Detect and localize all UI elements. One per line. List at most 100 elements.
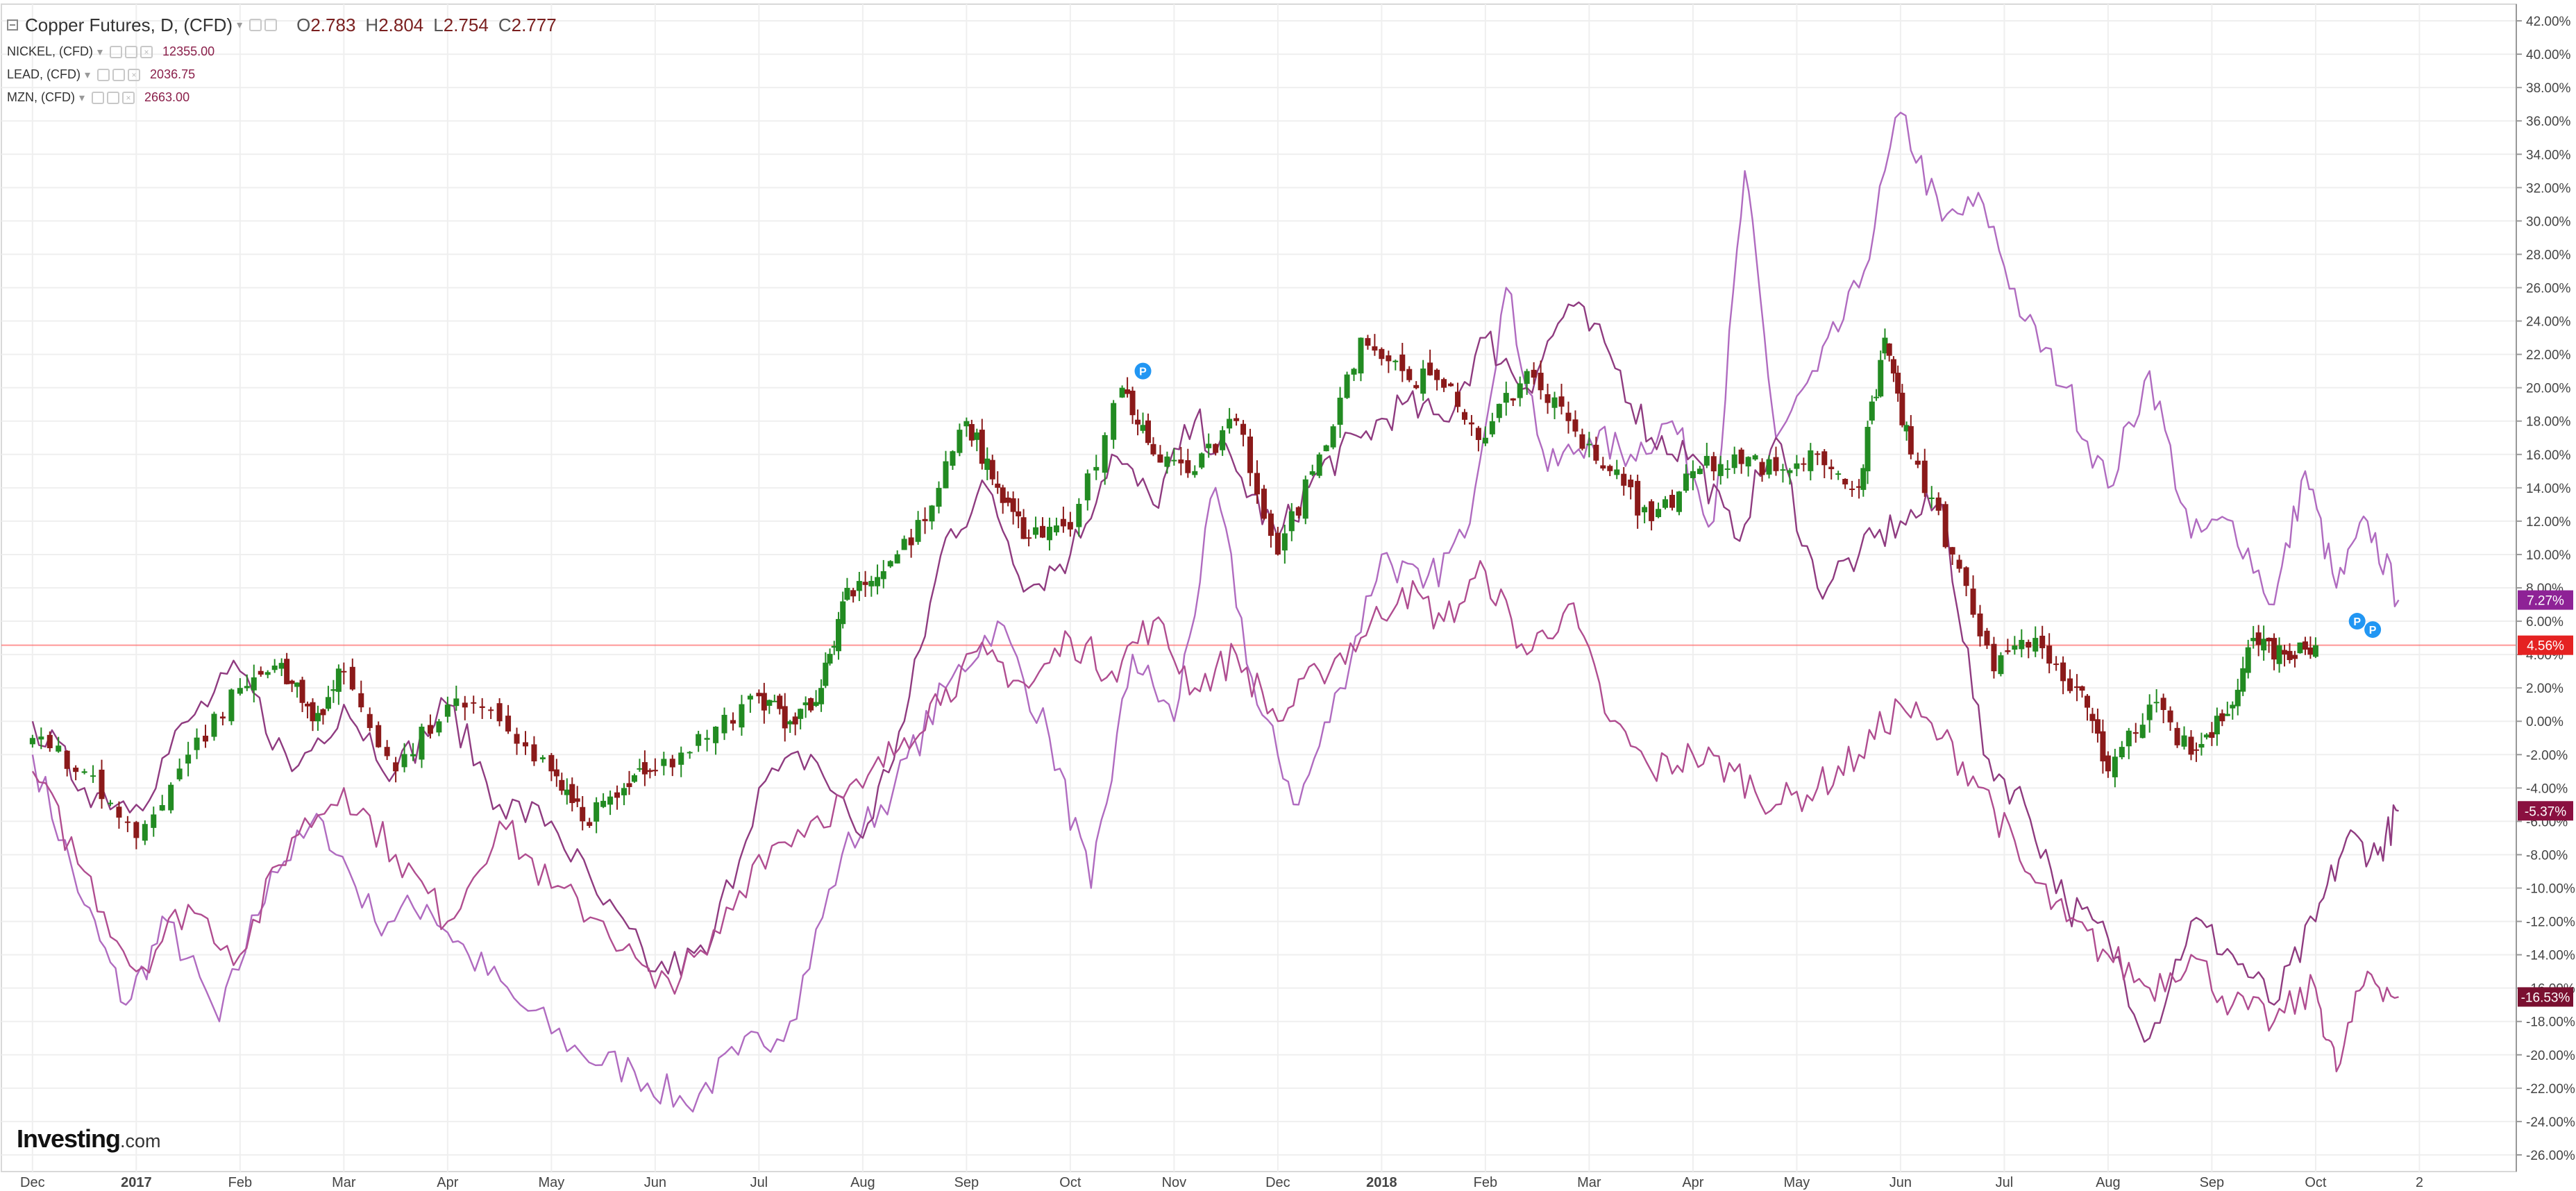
settings-icon[interactable] — [110, 45, 123, 58]
candle-up — [915, 520, 921, 542]
candle-up — [1731, 454, 1737, 468]
candle-up — [2112, 757, 2118, 777]
copper-candles — [29, 328, 2318, 850]
visibility-icon[interactable] — [107, 91, 120, 104]
candle-down — [1020, 517, 1027, 539]
chevron-down-icon[interactable]: ▾ — [97, 46, 103, 58]
candle-down — [2287, 650, 2293, 661]
nickel-legend-row[interactable]: NICKEL, (CFD) ▾ × 12355.00 — [7, 40, 557, 63]
chevron-down-icon[interactable]: ▾ — [78, 92, 85, 104]
candle-down — [1628, 479, 1634, 487]
candle-up — [1780, 469, 1786, 471]
candle-up — [929, 505, 935, 522]
candle-down — [2282, 650, 2288, 655]
close-icon[interactable]: × — [128, 68, 141, 81]
event-markers[interactable]: PPP — [1134, 362, 2382, 639]
candle-up — [1551, 397, 1558, 408]
settings-icon[interactable] — [97, 68, 110, 81]
y-tick-label: -24.00% — [2526, 1115, 2575, 1130]
candle-up — [176, 768, 183, 779]
main-symbol-name[interactable]: Copper Futures, D, (CFD) — [25, 14, 233, 35]
candle-up — [974, 432, 980, 440]
candle-up — [2181, 735, 2187, 747]
y-tick-label: 40.00% — [2526, 48, 2571, 62]
candle-up — [1192, 471, 1198, 475]
candle-up — [827, 654, 833, 664]
candle-up — [1199, 453, 1205, 468]
candle-up — [1874, 396, 1880, 398]
y-tick-label: 18.00% — [2526, 415, 2571, 430]
candle-down — [2039, 635, 2046, 648]
candle-up — [1662, 499, 1669, 508]
close-icon[interactable]: × — [140, 45, 153, 58]
candle-down — [2046, 645, 2053, 664]
visibility-icon[interactable] — [264, 19, 278, 31]
comparison-lines — [1, 112, 2516, 1113]
close-icon[interactable]: × — [122, 91, 135, 104]
candle-down — [1026, 537, 1032, 539]
settings-icon[interactable] — [249, 19, 262, 31]
x-tick-label: May — [1783, 1175, 1810, 1190]
main-symbol-row[interactable]: Copper Futures, D, (CFD) ▾ O 2.783 H 2.8… — [7, 10, 557, 40]
chevron-down-icon[interactable]: ▾ — [85, 69, 91, 81]
candle-up — [1489, 421, 1495, 434]
candle-down — [99, 769, 105, 800]
collapse-icon[interactable] — [7, 19, 18, 31]
candle-up — [798, 709, 804, 719]
candle-down — [756, 693, 762, 697]
candle-down — [1890, 359, 1896, 374]
candle-up — [1140, 425, 1146, 431]
candle-up — [771, 700, 777, 702]
y-tick-label: -10.00% — [2526, 882, 2575, 897]
candle-down — [1240, 423, 1247, 435]
candle-down — [1365, 338, 1371, 346]
candle-up — [901, 539, 907, 550]
event-marker-label: P — [2353, 616, 2361, 628]
candle-up — [1724, 468, 1731, 470]
lead-legend-row[interactable]: LEAD, (CFD) ▾ × 2036.75 — [7, 63, 557, 86]
candle-down — [1600, 465, 1606, 468]
candle-up — [835, 618, 841, 652]
candle-up — [2125, 730, 2132, 747]
y-tick-label: 42.00% — [2526, 15, 2571, 29]
lead-name[interactable]: LEAD, (CFD) — [7, 67, 81, 81]
chevron-down-icon[interactable]: ▾ — [237, 19, 243, 31]
candle-down — [782, 706, 788, 729]
candle-up — [894, 554, 900, 564]
x-tick-label: Feb — [1474, 1175, 1497, 1190]
event-marker-icon — [2364, 621, 2382, 639]
candle-up — [264, 672, 271, 675]
candle-up — [1093, 466, 1100, 471]
candle-up — [1614, 469, 1620, 475]
candle-up — [1288, 511, 1295, 532]
mzn-name[interactable]: MZN, (CFD) — [7, 90, 75, 104]
candle-down — [2067, 678, 2073, 691]
candle-down — [384, 747, 390, 757]
candle-up — [1164, 456, 1170, 467]
candle-up — [1316, 454, 1322, 476]
candle-down — [553, 769, 559, 777]
candle-down — [1040, 525, 1046, 538]
candle-up — [1358, 337, 1364, 374]
candle-up — [419, 727, 425, 760]
event-marker-label: P — [2369, 625, 2377, 636]
candle-down — [47, 734, 53, 748]
candle-up — [813, 702, 819, 706]
mzn-legend-row[interactable]: MZN, (CFD) ▾ × 2663.00 — [7, 86, 557, 109]
settings-icon[interactable] — [92, 91, 105, 104]
nickel-name[interactable]: NICKEL, (CFD) — [7, 44, 94, 58]
candle-down — [358, 693, 364, 708]
candle-down — [1247, 436, 1254, 473]
candle-down — [2255, 632, 2262, 645]
candle-up — [713, 726, 719, 743]
candle-down — [1607, 466, 1613, 471]
visibility-icon[interactable] — [125, 45, 138, 58]
candle-up — [1076, 503, 1082, 527]
visibility-icon[interactable] — [112, 68, 126, 81]
candle-up — [2198, 743, 2205, 748]
candle-up — [1882, 337, 1888, 354]
candle-up — [251, 677, 257, 691]
candle-down — [1773, 457, 1779, 471]
